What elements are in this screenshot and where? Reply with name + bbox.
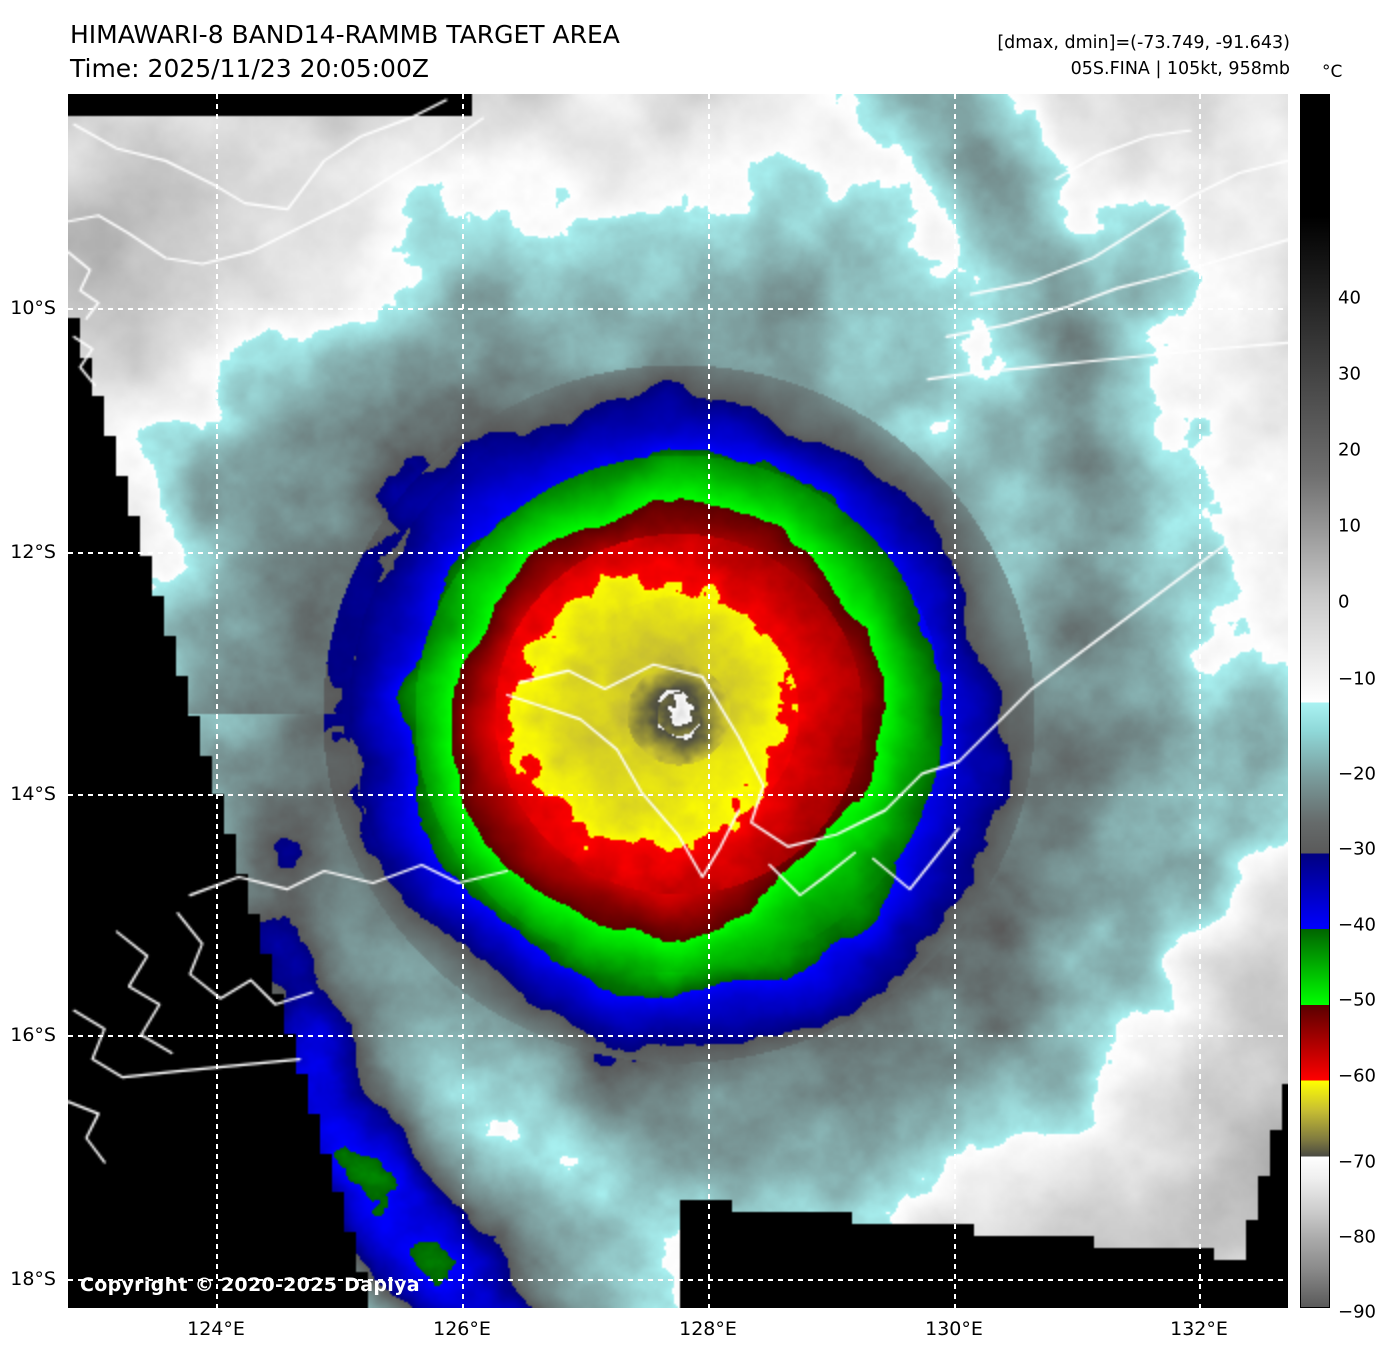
colorbar-tick-label: −70 bbox=[1338, 1151, 1376, 1173]
metadata-block: [dmax, dmin]=(-73.749, -91.643) 05S.FINA… bbox=[997, 30, 1290, 83]
colorbar-tick-label: 40 bbox=[1338, 287, 1361, 309]
lon-tick-label: 128°E bbox=[679, 1318, 737, 1340]
lon-tick-label: 126°E bbox=[433, 1318, 491, 1340]
lat-tick-label: 18°S bbox=[10, 1268, 56, 1290]
colorbar-tick-label: 30 bbox=[1338, 363, 1361, 385]
colorbar-tick-label: −60 bbox=[1338, 1065, 1376, 1087]
colorbar-tick-label: −20 bbox=[1338, 763, 1376, 785]
colorbar-tick-label: 0 bbox=[1338, 591, 1350, 613]
lat-tick-label: 14°S bbox=[10, 783, 56, 805]
colorbar-tick-label: −10 bbox=[1338, 668, 1376, 690]
colorbar-tick-label: −90 bbox=[1338, 1301, 1376, 1323]
lon-tick-label: 130°E bbox=[925, 1318, 983, 1340]
copyright-label: Copyright © 2020-2025 Dapiya bbox=[80, 1274, 420, 1296]
colorbar-tick-label: −50 bbox=[1338, 989, 1376, 1011]
colorbar-tick-label: −30 bbox=[1338, 838, 1376, 860]
colorbar-tick-label: 10 bbox=[1338, 515, 1361, 537]
satellite-imagery-canvas bbox=[68, 94, 1288, 1308]
dmax-dmin-label: [dmax, dmin]=(-73.749, -91.643) bbox=[997, 33, 1290, 53]
lat-tick-label: 10°S bbox=[10, 297, 56, 319]
title-block: HIMAWARI-8 BAND14-RAMMB TARGET AREA Time… bbox=[70, 18, 620, 85]
colorbar-units-label: °C bbox=[1322, 62, 1343, 82]
storm-info-label: 05S.FINA | 105kt, 958mb bbox=[1070, 59, 1290, 80]
colorbar-tick-label: −40 bbox=[1338, 914, 1376, 936]
lat-tick-label: 16°S bbox=[10, 1024, 56, 1046]
satellite-image-plot: Copyright © 2020-2025 Dapiya bbox=[68, 94, 1288, 1308]
colorbar-gradient bbox=[1301, 95, 1329, 1307]
lat-tick-label: 12°S bbox=[10, 541, 56, 563]
lon-tick-label: 124°E bbox=[187, 1318, 245, 1340]
colorbar-tick-label: 20 bbox=[1338, 439, 1361, 461]
colorbar bbox=[1300, 94, 1330, 1308]
colorbar-tick-label: −80 bbox=[1338, 1226, 1376, 1248]
lon-tick-label: 132°E bbox=[1170, 1318, 1228, 1340]
page-title: HIMAWARI-8 BAND14-RAMMB TARGET AREA bbox=[70, 20, 620, 49]
timestamp-label: Time: 2025/11/23 20:05:00Z bbox=[70, 53, 429, 83]
